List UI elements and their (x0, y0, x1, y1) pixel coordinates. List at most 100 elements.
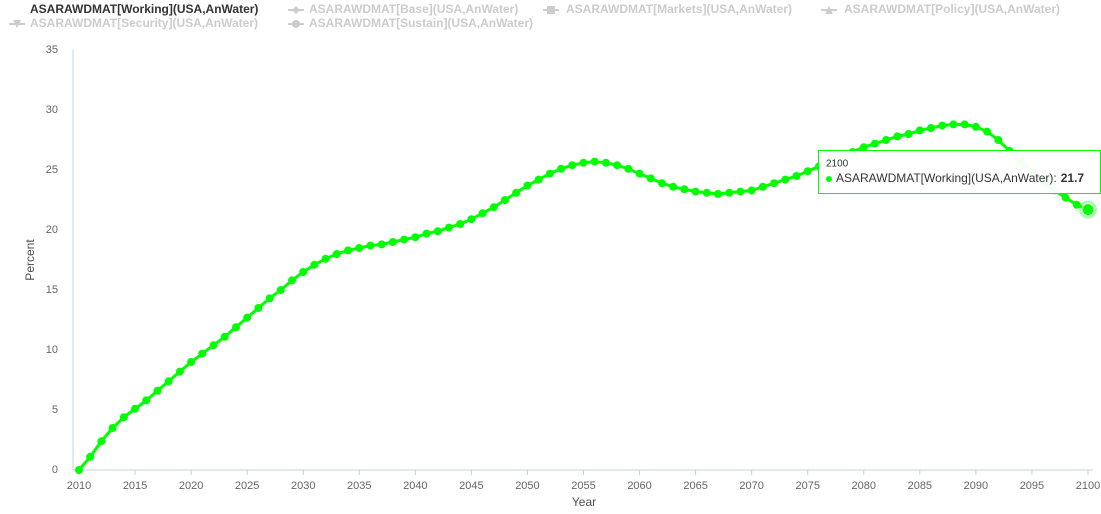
point (523, 181, 532, 190)
point (893, 132, 902, 141)
point (859, 143, 868, 152)
point (646, 174, 655, 183)
point (803, 167, 812, 176)
legend-label: ASARAWDMAT[Policy](USA,AnWater) (844, 2, 1060, 16)
point (444, 223, 453, 232)
point (321, 254, 330, 263)
point (175, 367, 184, 376)
legend-marker (825, 6, 833, 14)
point (276, 286, 285, 294)
x-tick-label: 2040 (403, 480, 427, 492)
point (904, 130, 913, 138)
x-tick-label: 2070 (739, 480, 763, 492)
point (366, 241, 375, 250)
y-tick-label: 25 (46, 164, 58, 176)
legend-marker (292, 6, 300, 14)
tooltip-part: 21.7 (1061, 171, 1085, 185)
point (1061, 193, 1070, 202)
point (669, 182, 678, 191)
legend-item[interactable]: ASARAWDMAT[Policy](USA,AnWater) (821, 2, 1060, 16)
point (332, 250, 341, 258)
point (680, 185, 689, 194)
legend-item[interactable]: ASARAWDMAT[Base](USA,AnWater) (288, 2, 518, 16)
point (355, 244, 364, 252)
point (624, 164, 633, 173)
point (131, 404, 140, 413)
point (635, 169, 644, 178)
point (142, 396, 151, 405)
point (613, 161, 622, 170)
point (983, 127, 992, 136)
point (422, 229, 431, 238)
point (579, 158, 588, 167)
point (254, 304, 263, 312)
point (119, 413, 128, 422)
x-tick-label: 2030 (291, 480, 315, 492)
x-tick-label: 2065 (683, 480, 707, 492)
point (792, 172, 801, 180)
point (97, 437, 106, 446)
point (501, 196, 510, 204)
legend-marker (292, 20, 300, 28)
point (545, 169, 554, 178)
y-tick-label: 5 (52, 404, 58, 416)
x-tick-label: 2035 (347, 480, 371, 492)
point (781, 175, 790, 184)
point (915, 126, 924, 135)
tooltip-box (818, 150, 1101, 194)
point (478, 209, 487, 218)
point (758, 182, 767, 191)
point (770, 179, 779, 188)
x-axis-title: Year (572, 495, 596, 509)
y-tick-label: 30 (46, 104, 58, 116)
legend-label: ASARAWDMAT[Base](USA,AnWater) (309, 2, 518, 16)
x-tick-label: 2025 (235, 480, 259, 492)
x-tick-label: 2085 (908, 480, 932, 492)
tooltip-part: : (1053, 171, 1056, 185)
tooltip-dot (826, 176, 832, 182)
point (960, 120, 969, 129)
point (388, 238, 397, 246)
point (108, 424, 117, 432)
point (568, 161, 577, 170)
point (557, 164, 566, 173)
point (86, 452, 95, 461)
y-tick-label: 15 (46, 284, 58, 296)
legend-item[interactable]: ASARAWDMAT[Working](USA,AnWater) (30, 2, 258, 16)
point (725, 188, 734, 197)
legend-item[interactable]: ASARAWDMAT[Security](USA,AnWater) (9, 16, 258, 30)
point (657, 179, 666, 188)
x-tick-label: 2050 (515, 480, 539, 492)
point (411, 233, 420, 242)
point (691, 187, 700, 196)
legend-item[interactable]: ASARAWDMAT[Markets](USA,AnWater) (543, 2, 792, 16)
point (377, 240, 386, 249)
point (164, 377, 173, 386)
point (736, 187, 745, 196)
point (299, 268, 308, 276)
y-tick-label: 10 (46, 344, 58, 356)
point (198, 349, 207, 358)
point (400, 235, 409, 244)
point (433, 227, 442, 236)
point (243, 313, 252, 322)
point (534, 175, 543, 184)
y-tick-label: 20 (46, 224, 58, 236)
x-tick-label: 2015 (123, 480, 147, 492)
x-tick-label: 2075 (795, 480, 819, 492)
y-tick-label: 0 (52, 464, 58, 476)
point (1072, 200, 1081, 209)
point (882, 136, 891, 144)
hover-point (1081, 203, 1095, 217)
x-tick-label: 2055 (571, 480, 595, 492)
point (456, 220, 465, 228)
point (949, 120, 958, 129)
point (75, 466, 83, 474)
point (209, 341, 218, 350)
point (927, 124, 936, 132)
point (265, 294, 274, 303)
point (870, 139, 879, 148)
legend-item[interactable]: ASARAWDMAT[Sustain](USA,AnWater) (288, 16, 533, 30)
